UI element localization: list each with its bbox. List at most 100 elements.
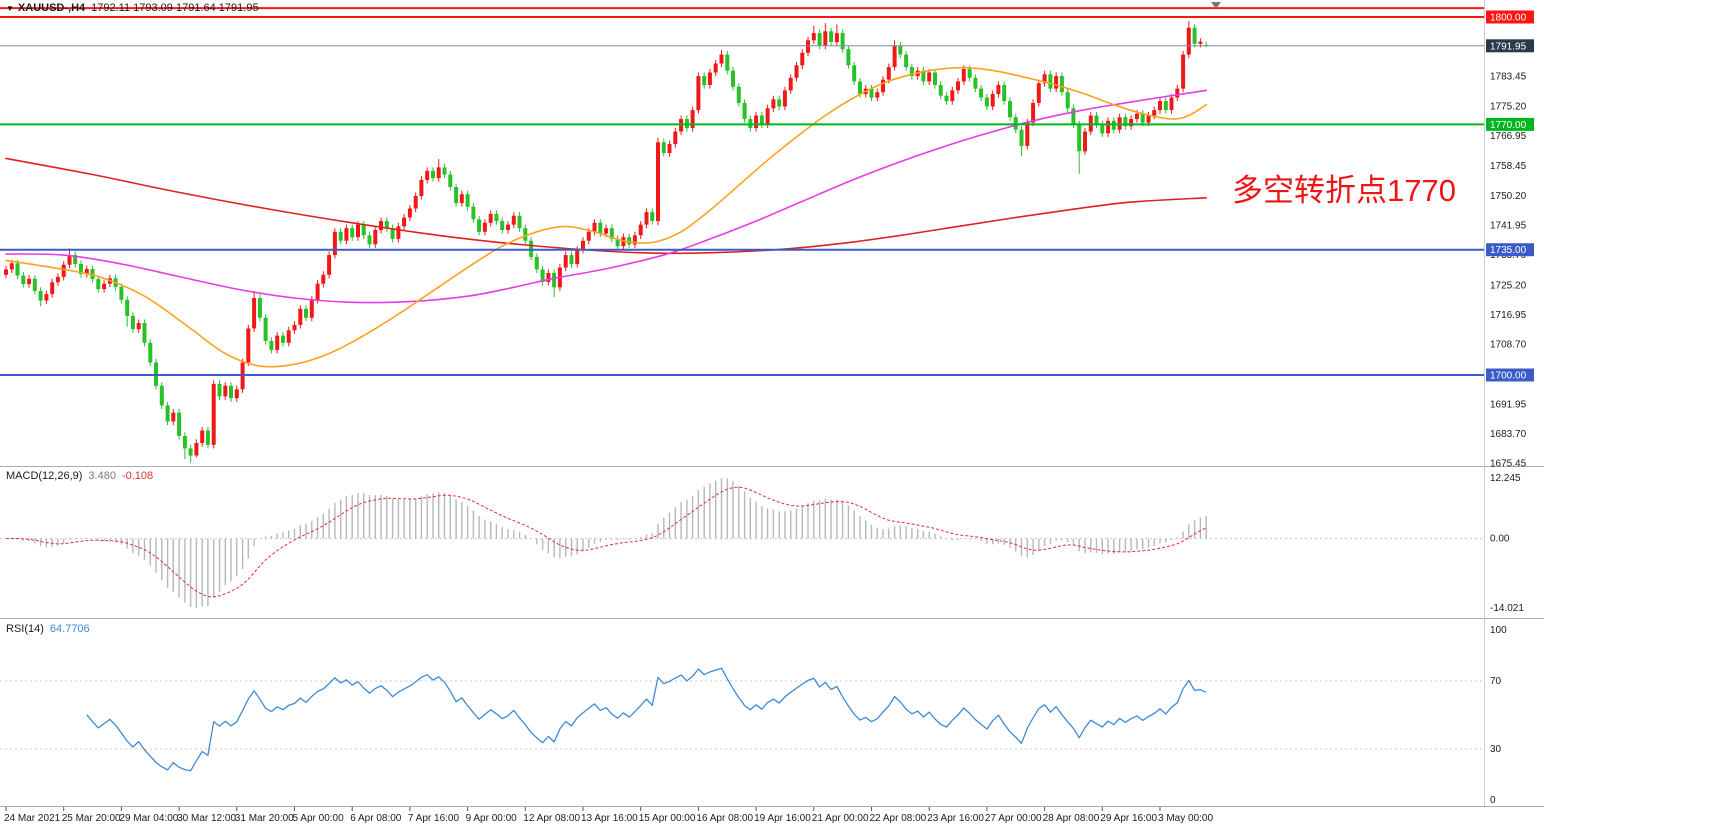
candle-body <box>638 224 643 236</box>
candle-body <box>304 308 308 318</box>
candle-body <box>858 81 862 94</box>
symbol-period-label: XAUUSD-,H4 <box>17 2 86 14</box>
rsi-label: RSI(14) <box>6 623 44 635</box>
candle-body <box>263 317 268 341</box>
candle-body <box>898 45 903 55</box>
candle-body <box>246 328 251 363</box>
price-badge-label: 1770.00 <box>1490 120 1527 131</box>
rsi-pane[interactable] <box>0 667 1484 772</box>
candle-body <box>431 170 435 179</box>
candle-body <box>1163 101 1168 111</box>
candle-body <box>402 217 407 227</box>
candle-body <box>477 219 482 232</box>
candle-body <box>777 99 782 107</box>
candle-body <box>1071 108 1076 125</box>
candle-body <box>771 99 776 109</box>
candle-body <box>4 269 8 275</box>
time-axis-label: 13 Apr 16:00 <box>581 813 638 824</box>
chart-shift-marker[interactable] <box>1211 2 1221 9</box>
price-badge-label: 1735.00 <box>1490 245 1527 256</box>
candle-body <box>840 33 845 50</box>
candle-body <box>707 72 712 85</box>
candle-body <box>194 443 199 456</box>
candle-body <box>286 330 291 343</box>
one-click-trading-toggle[interactable]: ▼ <box>6 4 14 13</box>
candle-body <box>21 275 26 285</box>
candle-body <box>1054 76 1059 89</box>
candle-body <box>136 323 141 330</box>
candle-body <box>938 85 943 96</box>
candle-body <box>1140 113 1145 123</box>
candle-body <box>869 88 874 98</box>
candle-body <box>332 231 337 256</box>
macd-pane[interactable] <box>0 478 1484 608</box>
candle-body <box>338 231 343 241</box>
candle-body <box>1065 92 1070 109</box>
candle-body <box>252 298 257 329</box>
chart-chrome <box>0 0 1544 807</box>
time-axis-label: 16 Apr 08:00 <box>696 813 753 824</box>
candle-body <box>1002 85 1007 102</box>
candle-body <box>644 212 649 225</box>
candle-body <box>159 385 164 406</box>
candle-body <box>950 90 955 102</box>
candle-body <box>632 235 637 245</box>
candle-body <box>275 335 280 350</box>
candle-body <box>1008 101 1012 118</box>
candle-body <box>996 85 1001 94</box>
candle-body <box>944 95 949 102</box>
rsi-value: 64.7706 <box>49 623 90 635</box>
candle-body <box>454 187 459 204</box>
macd-main-value: 3.480 <box>88 470 116 482</box>
price-badge-label: 1700.00 <box>1490 371 1527 382</box>
candle-body <box>673 131 678 145</box>
candle-body <box>188 448 193 456</box>
candle-body <box>223 385 228 397</box>
candle-body <box>1146 115 1151 123</box>
macd-axis-max: 12.245 <box>1490 473 1521 484</box>
candle-body <box>823 31 828 46</box>
candle-body <box>125 299 130 316</box>
candle-body <box>881 79 885 93</box>
rsi-axis-label: 70 <box>1490 676 1502 687</box>
candle-body <box>569 255 574 264</box>
candle-body <box>933 72 937 85</box>
candle-body <box>44 294 49 301</box>
candle-body <box>517 215 522 229</box>
time-axis-label: 6 Apr 08:00 <box>350 813 402 824</box>
macd-signal-value: -0.108 <box>121 470 154 482</box>
time-axis-label: 27 Apr 00:00 <box>985 813 1042 824</box>
price-badge-1791.95 <box>1486 39 1534 53</box>
candle-body <box>1083 131 1087 152</box>
price-badge-1770 <box>1486 117 1534 131</box>
time-axis-label: 21 Apr 00:00 <box>812 813 869 824</box>
candle-body <box>609 228 614 239</box>
candle-body <box>148 342 153 363</box>
candle-body <box>356 224 360 238</box>
candle-body <box>788 77 793 91</box>
candle-body <box>61 264 66 277</box>
candle-body <box>909 67 914 76</box>
candle-body <box>604 228 609 234</box>
price-axis-label: 1750.20 <box>1490 191 1527 202</box>
candle-body <box>79 264 83 274</box>
horizontal-lines-layer <box>0 7 1484 376</box>
candle-body <box>1025 122 1030 146</box>
time-axis-label: 15 Apr 00:00 <box>639 813 696 824</box>
candle-body <box>1031 102 1036 123</box>
candle-body <box>1129 119 1134 127</box>
candle-body <box>759 115 764 125</box>
candle-body <box>1192 27 1197 44</box>
candle-body <box>921 70 926 82</box>
candle-body <box>482 222 487 232</box>
macd-label: MACD(12,26,9) <box>6 470 83 482</box>
price-scale[interactable]: 1783.45 1775.20 1766.95 1758.45 1750.20 1741.… <box>1486 10 1534 807</box>
price-axis-label: 1725.20 <box>1490 280 1527 291</box>
candle-body <box>967 68 972 78</box>
price-axis-label: 1775.20 <box>1490 101 1527 112</box>
candle-body <box>736 86 741 103</box>
candle-body <box>690 110 695 128</box>
